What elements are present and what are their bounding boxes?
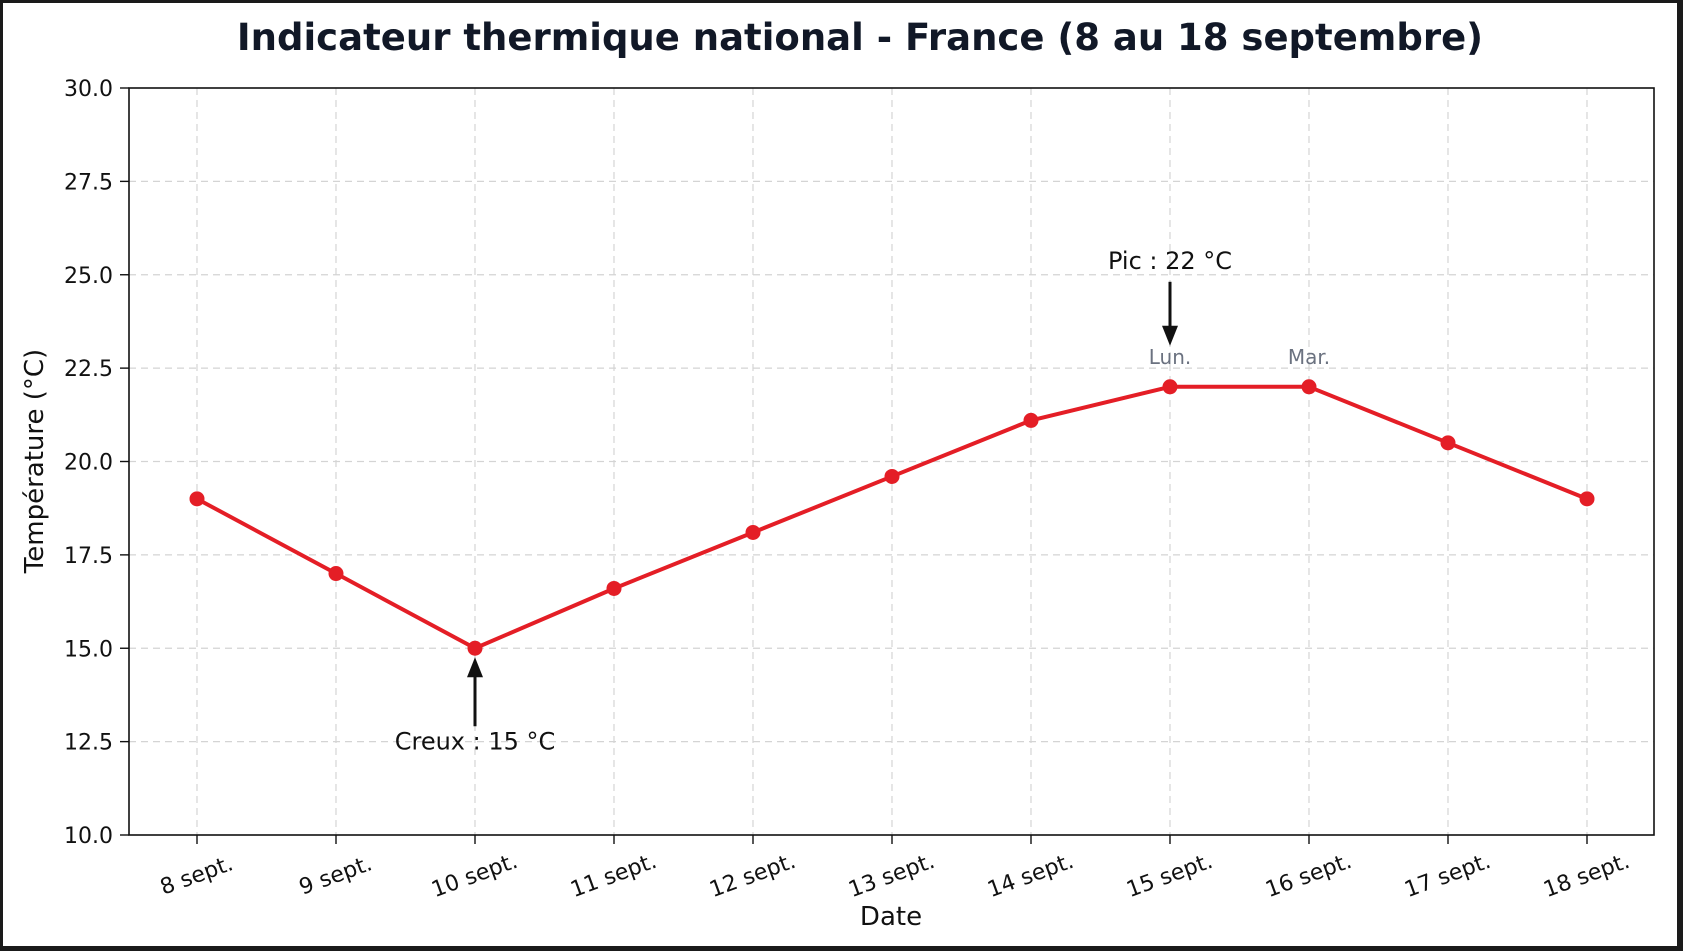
chart-title: Indicateur thermique national - France (…	[237, 16, 1483, 59]
data-point	[328, 566, 344, 582]
data-point	[1301, 379, 1317, 395]
y-axis-ticks: 10.0 12.5 15.0 17.5 20.0 22.5 25.0 27.5 30.0	[64, 77, 129, 849]
data-point	[1162, 379, 1178, 395]
x-tick-label: 10 sept.	[428, 849, 521, 903]
y-tick-label: 20.0	[64, 451, 113, 476]
data-point	[884, 468, 900, 484]
x-tick-label: 17 sept.	[1401, 849, 1494, 903]
x-tick-label: 12 sept.	[706, 849, 799, 903]
point-day-label: Mar.	[1288, 345, 1330, 369]
chart-frame: Indicateur thermique national - France (…	[3, 3, 1677, 946]
y-tick-label: 15.0	[64, 637, 113, 662]
y-tick-label: 25.0	[64, 264, 113, 289]
y-tick-label: 30.0	[64, 77, 113, 102]
x-tick-label: 13 sept.	[845, 849, 938, 903]
y-axis-label: Température (°C)	[20, 349, 50, 574]
data-point	[1023, 412, 1039, 428]
point-day-label: Lun.	[1149, 345, 1192, 369]
y-tick-label: 22.5	[64, 357, 113, 382]
x-tick-label: 16 sept.	[1262, 849, 1355, 903]
annotation-label: Pic : 22 °C	[1108, 247, 1232, 275]
annotation-label: Creux : 15 °C	[395, 727, 556, 755]
x-tick-label: 18 sept.	[1540, 849, 1633, 903]
annotation-arrow-head	[1162, 325, 1178, 346]
x-tick-label: 14 sept.	[984, 849, 1077, 903]
x-axis-ticks: 8 sept. 9 sept. 10 sept. 11 sept. 12 sept. 13…	[157, 835, 1633, 903]
y-tick-label: 27.5	[64, 170, 113, 195]
data-point	[1579, 491, 1595, 507]
x-tick-label: 11 sept.	[567, 849, 660, 903]
data-point	[1440, 435, 1456, 451]
y-tick-label: 10.0	[64, 824, 113, 849]
annotation-arrow-head	[467, 657, 483, 678]
data-point	[745, 524, 761, 540]
grid-lines	[129, 88, 1654, 835]
x-tick-label: 8 sept.	[157, 851, 237, 900]
data-point	[189, 491, 205, 507]
x-tick-label: 15 sept.	[1123, 849, 1216, 903]
x-tick-label: 9 sept.	[296, 851, 376, 900]
y-tick-label: 12.5	[64, 731, 113, 756]
series-layer	[189, 379, 1595, 656]
annotation-layer: Creux : 15 °C Pic : 22 °C Lun. Mar.	[395, 247, 1330, 755]
data-point	[606, 580, 622, 596]
y-tick-label: 17.5	[64, 544, 113, 569]
line-chart: Indicateur thermique national - France (…	[20, 16, 1655, 932]
x-axis-label: Date	[860, 902, 922, 932]
data-point	[467, 640, 483, 656]
